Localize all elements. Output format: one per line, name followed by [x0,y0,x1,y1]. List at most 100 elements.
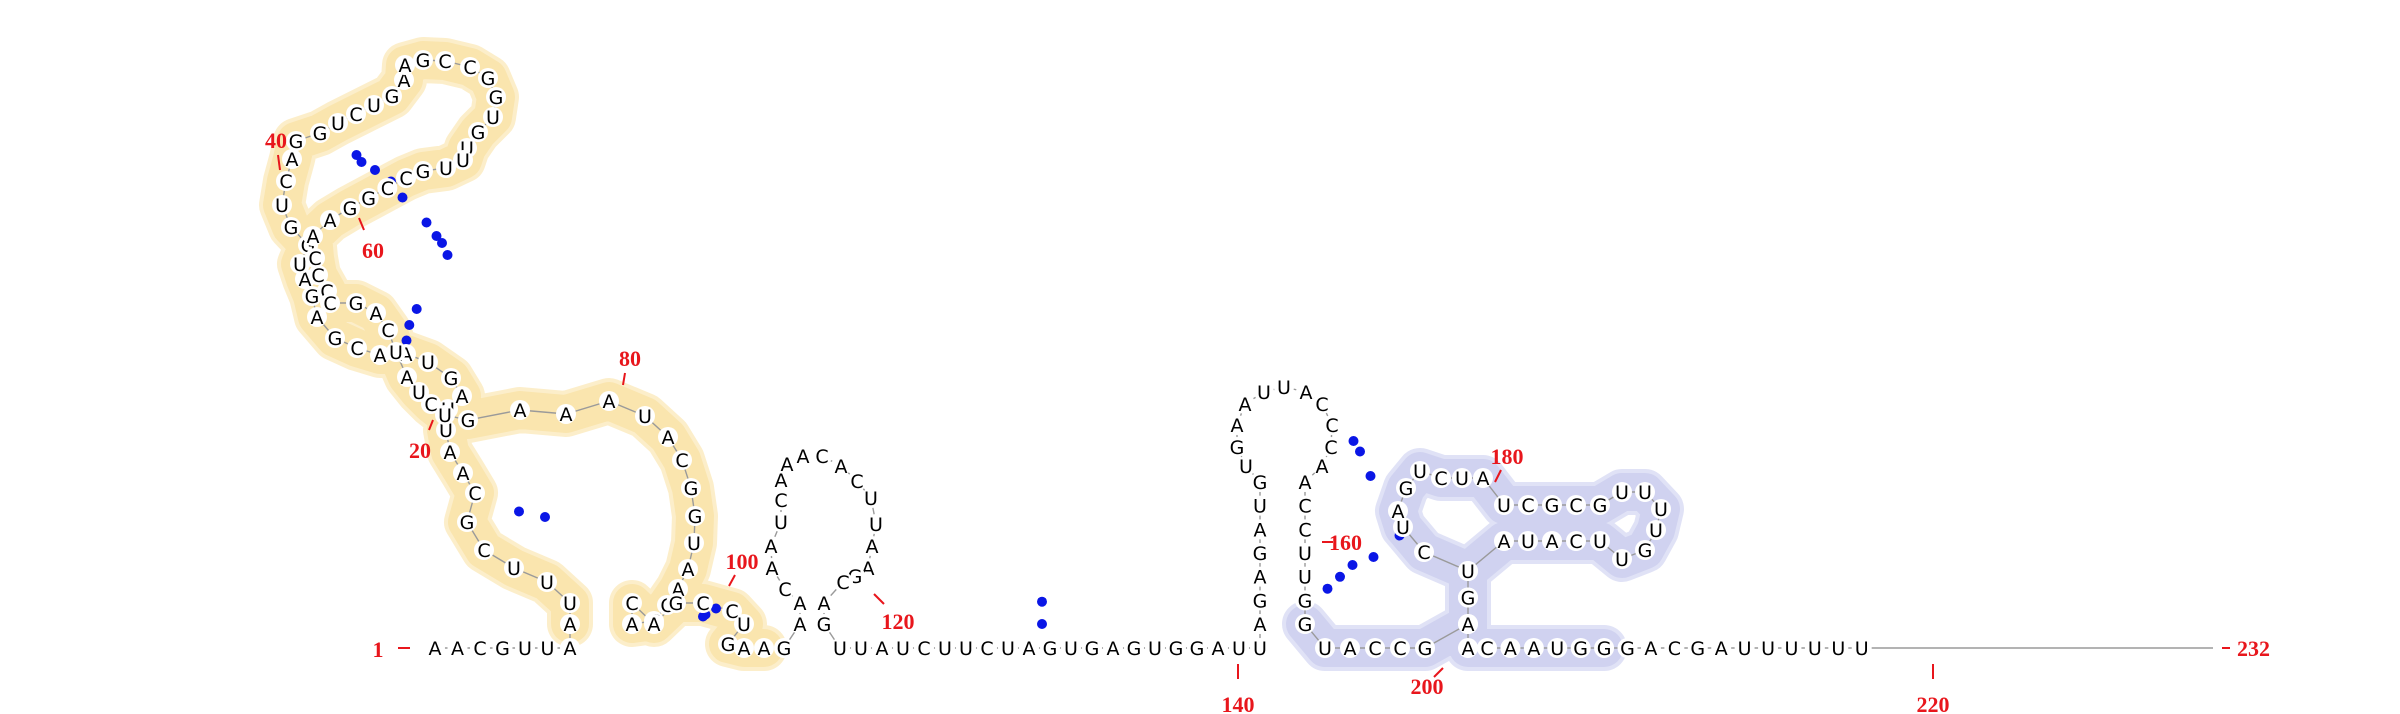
nucleotide-189: G [1638,540,1653,562]
nucleotide-167: C [1393,638,1406,660]
nucleotide-bg-216 [1851,638,1872,658]
base-pair-17-55 [411,304,422,314]
nucleotide-5: U [518,638,532,660]
nucleotide-bg-110 [861,488,881,508]
nucleotide-87: C [625,593,638,615]
nucleotide-109: C [850,471,863,493]
nucleotide-bg-71 [435,405,455,425]
nucleotide-bg-16 [440,442,460,462]
number-tick-60 [358,217,365,231]
nucleotide-94: A [738,638,751,660]
nucleotide-bg-17 [436,420,456,440]
nucleotide-bg-205 [1594,638,1615,658]
position-number-232: 232 [2237,636,2270,661]
nucleotide-bg-180 [1494,495,1514,515]
base-pair-8-73 [540,512,550,522]
nucleotide-162: G [1298,590,1313,612]
nucleotide-122: C [917,638,930,660]
nucleotide-102: U [774,512,788,534]
nucleotide-bg-199 [1458,638,1478,658]
nucleotide-33: C [279,171,292,193]
nucleotide-bg-5 [515,638,535,658]
nucleotide-77: A [662,427,675,449]
nucleotide-bg-155 [1321,437,1341,457]
nucleotide-37: U [331,113,345,135]
nucleotide-bg-6 [537,638,558,658]
position-number-100: 100 [726,549,759,574]
nucleotide-16: A [444,442,457,464]
nucleotide-bg-88 [644,614,664,634]
nucleotide-90: C [696,593,709,615]
nucleotide-bg-141 [1250,566,1270,587]
nucleotide-bg-103 [771,490,791,510]
number-tick-180 [1494,469,1502,483]
nucleotide-bg-178 [1452,468,1472,488]
nucleotide-bg-108 [831,456,851,476]
nucleotide-150: U [1257,382,1271,404]
nucleotide-213: U [1784,638,1798,660]
nucleotide-183: C [1569,495,1582,517]
nucleotide-46: G [481,68,496,90]
nucleotide-75: A [603,391,616,413]
nucleotide-bg-198 [1458,614,1478,634]
nucleotide-bg-12 [474,540,494,560]
nucleotide-bg-107 [812,446,832,466]
nucleotide-64: G [349,293,364,315]
nucleotide-29: U [293,254,307,276]
nucleotide-bg-102 [771,512,791,532]
nucleotide-139: A [1254,614,1267,636]
nucleotide-136: A [1212,638,1225,660]
nucleotide-176: U [1413,461,1427,483]
nucleotide-bg-166 [1365,638,1385,658]
nucleotide-115: C [836,572,849,594]
nucleotide-12: C [477,540,490,562]
nucleotide-155: C [1324,437,1337,459]
nucleotide-78: C [675,450,688,472]
nucleotide-121: U [896,638,910,660]
position-number-80: 80 [619,346,641,371]
nucleotide-bg-124 [956,638,976,658]
base-pair-22-49 [437,238,447,248]
nucleotide-184: G [1593,495,1608,517]
nucleotide-181: C [1521,495,1534,517]
nucleotide-91: C [725,601,738,623]
nucleotide-bg-129 [1061,638,1081,658]
nucleotide-26: A [311,307,324,329]
nucleotide-116: A [818,593,831,615]
nucleotide-bg-156 [1312,456,1332,476]
nucleotide-152: A [1300,382,1313,404]
nucleotide-24: C [350,338,363,360]
nucleotide-165: A [1344,638,1357,660]
nucleotide-bg-152 [1296,382,1316,402]
nucleotide-bg-95 [754,638,774,658]
nucleotide-bg-73 [510,400,530,420]
nucleotide-bg-24 [347,338,367,358]
nucleotide-bg-207 [1640,638,1661,658]
nucleotide-bg-63 [320,293,340,313]
nucleotide-129: U [1064,638,1078,660]
nucleotide-bg-21 [418,352,438,372]
nucleotide-bg-2 [447,638,468,658]
nucleotide-bg-173 [1393,517,1413,537]
nucleotide-196: U [1461,561,1475,583]
nucleotide-38: C [349,104,362,126]
nucleotide-bg-91 [722,601,742,621]
nucleotide-40: G [385,86,400,108]
base-pair-23-48 [431,231,442,241]
nucleotide-bg-208 [1664,638,1685,658]
nucleotide-bg-174 [1388,501,1408,521]
nucleotide-194: U [1521,531,1535,553]
position-number-200: 200 [1411,674,1444,699]
nucleotide-bg-127 [1019,638,1039,658]
nucleotide-bg-87 [622,593,642,613]
nucleotide-bg-187 [1651,499,1671,519]
nucleotide-bg-37 [328,113,348,133]
nucleotide-bg-3 [470,638,490,658]
nucleotide-bg-64 [346,293,366,313]
base-pair-26-46 [397,192,408,203]
nucleotide-bg-14 [465,483,485,503]
nucleotide-bg-13 [457,512,477,532]
nucleotide-bg-78 [672,450,692,470]
nucleotide-151: U [1277,377,1291,399]
nucleotide-157: A [1299,472,1312,494]
